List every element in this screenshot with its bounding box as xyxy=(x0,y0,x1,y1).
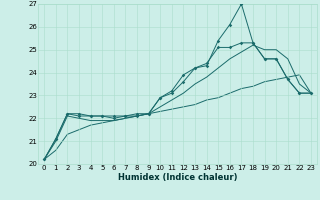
X-axis label: Humidex (Indice chaleur): Humidex (Indice chaleur) xyxy=(118,173,237,182)
